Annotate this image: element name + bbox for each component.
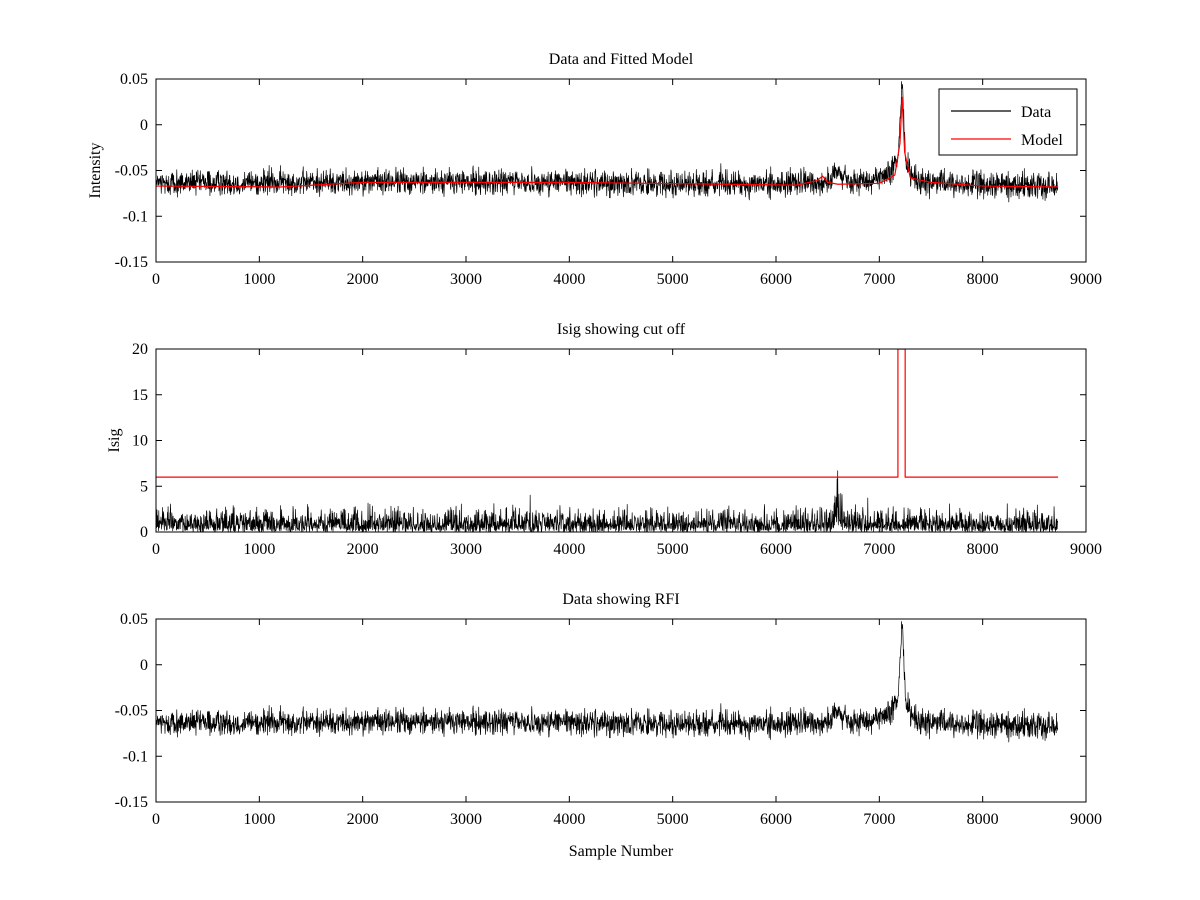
x-tick-label: 6000 [760,541,792,558]
x-tick-label: 7000 [863,811,895,828]
y-tick-label: -0.1 [123,208,148,225]
y-tick-label: -0.05 [115,703,148,720]
x-tick-label: 9000 [1070,811,1102,828]
x-tick-label: 5000 [657,271,689,288]
x-tick-label: 8000 [967,541,999,558]
legend-box [938,88,1078,156]
x-tick-label: 4000 [553,541,585,558]
x-tick-label: 3000 [450,271,482,288]
x-tick-label: 0 [152,811,160,828]
chart-title: Data showing RFI [562,591,679,608]
plot-area [156,621,1059,743]
legend: Data Model [938,88,1078,156]
series-line-data [156,470,1059,532]
axes-box [155,348,1087,533]
y-tick-label: -0.1 [123,748,148,765]
y-tick-label: 15 [132,387,148,404]
x-tick-label: 3000 [450,541,482,558]
x-tick-label: 3000 [450,811,482,828]
x-tick-label: 9000 [1070,271,1102,288]
y-tick-label: 10 [132,433,148,450]
legend-label-model: Model [1021,132,1063,149]
y-axis-label: Intensity [87,143,104,199]
x-tick-label: 8000 [967,811,999,828]
x-tick-label: 4000 [553,811,585,828]
x-tick-label: 7000 [863,271,895,288]
series-line-cutoff [156,349,1059,478]
x-tick-label: 2000 [347,811,379,828]
y-tick-label: 0.05 [120,611,148,628]
x-tick-label: 4000 [553,271,585,288]
series-line-data [156,621,1059,743]
x-tick-label: 0 [152,541,160,558]
y-tick-label: 0 [140,117,148,134]
y-tick-label: -0.05 [115,163,148,180]
x-tick-label: 1000 [243,541,275,558]
y-tick-label: 0.05 [120,71,148,88]
x-tick-label: 6000 [760,271,792,288]
chart-title: Data and Fitted Model [549,51,694,68]
plot-area [156,349,1059,532]
x-axis-label: Sample Number [569,843,674,860]
x-tick-label: 9000 [1070,541,1102,558]
series-line-model [156,96,1059,188]
y-axis-label: Isig [106,429,123,453]
y-tick-label: -0.15 [115,794,148,811]
x-tick-label: 5000 [657,811,689,828]
x-tick-label: 5000 [657,541,689,558]
chart-title: Isig showing cut off [557,321,686,338]
y-tick-label: 20 [132,341,148,358]
axes-box [155,618,1087,803]
y-tick-label: 0 [140,657,148,674]
panel-isig-showing-cut-off: 0 1000 2000 3000 4000 5000 6000 7000 8000 9000 0 5 1… [106,321,1102,558]
plot-area [156,81,1059,203]
x-tick-label: 6000 [760,811,792,828]
series-line-data [156,81,1059,203]
x-tick-label: 2000 [347,541,379,558]
x-tick-label: 2000 [347,271,379,288]
panel-data-and-fitted-model: 0 1000 2000 3000 4000 5000 6000 7000 8000 9000 -0.… [87,51,1102,288]
y-tick-label: 5 [140,478,148,495]
y-tick-label: 0 [140,524,148,541]
x-tick-label: 0 [152,271,160,288]
legend-label-data: Data [1021,104,1051,121]
x-tick-label: 1000 [243,271,275,288]
y-tick-label: -0.15 [115,254,148,271]
panel-data-showing-rfi: 0 1000 2000 3000 4000 5000 6000 7000 8000 9000 -0.… [115,591,1102,860]
x-tick-label: 7000 [863,541,895,558]
x-tick-label: 1000 [243,811,275,828]
x-tick-label: 8000 [967,271,999,288]
